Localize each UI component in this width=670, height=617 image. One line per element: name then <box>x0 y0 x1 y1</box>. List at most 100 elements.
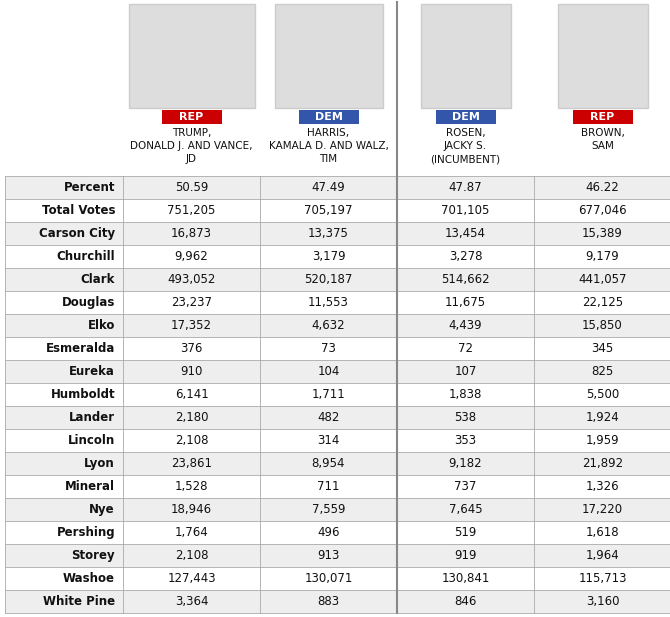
Bar <box>5 314 670 337</box>
Text: 13,375: 13,375 <box>308 227 349 240</box>
Bar <box>5 590 670 613</box>
Text: 496: 496 <box>318 526 340 539</box>
Text: Pershing: Pershing <box>56 526 115 539</box>
Text: 4,632: 4,632 <box>312 319 345 332</box>
Text: Esmeralda: Esmeralda <box>46 342 115 355</box>
Text: 482: 482 <box>318 411 340 424</box>
Text: Churchill: Churchill <box>56 250 115 263</box>
Text: 107: 107 <box>454 365 476 378</box>
Text: 913: 913 <box>318 549 340 562</box>
Bar <box>5 498 670 521</box>
Text: HARRIS,
KAMALA D. AND WALZ,
TIM: HARRIS, KAMALA D. AND WALZ, TIM <box>269 128 389 164</box>
Bar <box>436 110 496 124</box>
Text: 21,892: 21,892 <box>582 457 623 470</box>
Text: 376: 376 <box>180 342 203 355</box>
Text: 4,439: 4,439 <box>449 319 482 332</box>
Text: 72: 72 <box>458 342 473 355</box>
Text: 2,180: 2,180 <box>175 411 208 424</box>
Bar <box>5 268 670 291</box>
Text: 705,197: 705,197 <box>304 204 352 217</box>
Text: Clark: Clark <box>80 273 115 286</box>
Text: 910: 910 <box>180 365 203 378</box>
Text: Washoe: Washoe <box>63 572 115 585</box>
Text: Lincoln: Lincoln <box>68 434 115 447</box>
Text: 314: 314 <box>318 434 340 447</box>
Text: DEM: DEM <box>314 112 342 122</box>
Bar <box>5 383 670 406</box>
Text: 1,964: 1,964 <box>586 549 619 562</box>
Text: 825: 825 <box>592 365 614 378</box>
Bar <box>5 521 670 544</box>
Bar <box>5 245 670 268</box>
Text: TRUMP,
DONALD J. AND VANCE,
JD: TRUMP, DONALD J. AND VANCE, JD <box>130 128 253 164</box>
Text: Carson City: Carson City <box>39 227 115 240</box>
Bar <box>421 4 511 108</box>
Text: 2,108: 2,108 <box>175 434 208 447</box>
Text: Total Votes: Total Votes <box>42 204 115 217</box>
Text: 1,959: 1,959 <box>586 434 619 447</box>
Text: 22,125: 22,125 <box>582 296 623 309</box>
Text: 3,160: 3,160 <box>586 595 619 608</box>
Text: Storey: Storey <box>72 549 115 562</box>
Text: 1,924: 1,924 <box>586 411 619 424</box>
Text: Eureka: Eureka <box>69 365 115 378</box>
Text: 15,389: 15,389 <box>582 227 623 240</box>
Text: 9,182: 9,182 <box>449 457 482 470</box>
Text: 9,962: 9,962 <box>175 250 208 263</box>
Text: 519: 519 <box>454 526 476 539</box>
Bar <box>557 4 647 108</box>
Bar <box>5 475 670 498</box>
Text: 130,071: 130,071 <box>304 572 352 585</box>
Text: 9,179: 9,179 <box>586 250 619 263</box>
Text: 104: 104 <box>318 365 340 378</box>
Text: 17,220: 17,220 <box>582 503 623 516</box>
Bar <box>5 199 670 222</box>
Text: ROSEN,
JACKY S.
(INCUMBENT): ROSEN, JACKY S. (INCUMBENT) <box>430 128 500 164</box>
Text: 846: 846 <box>454 595 476 608</box>
Bar <box>5 429 670 452</box>
Text: 17,352: 17,352 <box>171 319 212 332</box>
Text: 1,326: 1,326 <box>586 480 619 493</box>
Text: 16,873: 16,873 <box>171 227 212 240</box>
Text: 751,205: 751,205 <box>168 204 216 217</box>
Text: Elko: Elko <box>88 319 115 332</box>
Bar <box>129 4 255 108</box>
Text: 514,662: 514,662 <box>441 273 490 286</box>
Text: 11,553: 11,553 <box>308 296 349 309</box>
Text: 7,645: 7,645 <box>449 503 482 516</box>
Text: Percent: Percent <box>64 181 115 194</box>
Text: 1,618: 1,618 <box>586 526 619 539</box>
Text: 127,443: 127,443 <box>168 572 216 585</box>
Bar <box>299 110 358 124</box>
Text: 47.49: 47.49 <box>312 181 345 194</box>
Bar <box>5 544 670 567</box>
Text: 8,954: 8,954 <box>312 457 345 470</box>
Text: 46.22: 46.22 <box>586 181 619 194</box>
Text: Douglas: Douglas <box>62 296 115 309</box>
Text: 1,838: 1,838 <box>449 388 482 401</box>
Text: 7,559: 7,559 <box>312 503 345 516</box>
Text: 50.59: 50.59 <box>175 181 208 194</box>
Bar <box>572 110 632 124</box>
Text: 11,675: 11,675 <box>445 296 486 309</box>
Text: Nye: Nye <box>89 503 115 516</box>
Text: Lander: Lander <box>69 411 115 424</box>
Text: 441,057: 441,057 <box>578 273 626 286</box>
Text: REP: REP <box>590 112 614 122</box>
Text: 353: 353 <box>454 434 476 447</box>
Text: 538: 538 <box>454 411 476 424</box>
Text: 5,500: 5,500 <box>586 388 619 401</box>
Bar <box>5 176 670 199</box>
Text: 1,528: 1,528 <box>175 480 208 493</box>
Text: 23,237: 23,237 <box>171 296 212 309</box>
Text: 47.87: 47.87 <box>449 181 482 194</box>
Text: 701,105: 701,105 <box>442 204 490 217</box>
Text: 493,052: 493,052 <box>168 273 216 286</box>
Bar <box>5 452 670 475</box>
Text: 18,946: 18,946 <box>171 503 212 516</box>
Text: BROWN,
SAM: BROWN, SAM <box>581 128 624 151</box>
Text: 1,764: 1,764 <box>175 526 208 539</box>
Bar <box>5 567 670 590</box>
Text: 737: 737 <box>454 480 476 493</box>
Text: 73: 73 <box>321 342 336 355</box>
